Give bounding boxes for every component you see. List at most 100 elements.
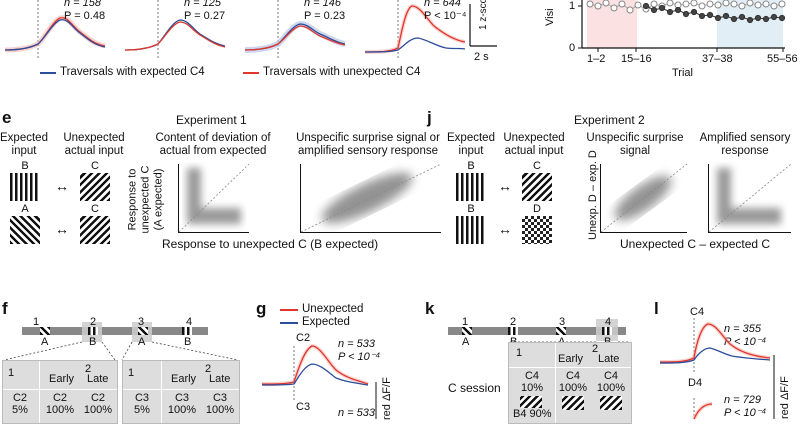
grating-a [10, 216, 40, 244]
stat-p-3: P = 0.23 [304, 10, 346, 22]
pattern-a [556, 327, 566, 335]
scatter-j2-svg [708, 163, 792, 233]
table-right-c3: C3 100% [205, 392, 235, 416]
pattern-b [88, 327, 98, 335]
stat-n-3: n = 146 [304, 0, 342, 9]
seg-num-3: 3 [138, 316, 145, 328]
trial-xtick-2: 15–16 [621, 53, 652, 65]
scatter-e2-axes [300, 163, 442, 233]
table-right-h2: 2 [205, 363, 212, 375]
legend-g-expected-swatch [280, 322, 298, 324]
panel-j-experiment: Experiment 2 [574, 113, 645, 127]
grating-b [456, 173, 486, 201]
grating-c [522, 173, 552, 201]
k-c4b: C4 100% [558, 370, 588, 394]
trial-ytick-1: 1 [569, 0, 576, 12]
g-trace1-name: C2 [296, 332, 311, 344]
trial-xtick-4: 55–56 [767, 53, 798, 65]
panel-l-label: l [654, 299, 659, 318]
pattern-a [40, 327, 50, 335]
scatter-j2-axes [708, 163, 792, 233]
scatter-j2-title: Amplified sensory response [699, 132, 791, 157]
legend-expected-swatch [40, 72, 56, 74]
scatter-e1-axes [178, 163, 250, 233]
k-seg-num-4: 4 [605, 316, 612, 328]
pattern-c-mini [562, 396, 584, 410]
table-right-early: Early [171, 373, 197, 385]
k-seg-num-3: 3 [559, 316, 566, 328]
stat-p-4: P < 10⁻⁴ [424, 10, 467, 22]
panel-j-xlabel: Unexpected C – expected C [620, 237, 771, 251]
k-early: Early [558, 353, 584, 365]
k-b4: B4 90% [513, 408, 552, 420]
trial-xtick-3: 37–38 [702, 53, 733, 65]
table-left-c3: C2 100% [83, 392, 113, 416]
grating-b [10, 173, 40, 201]
table-left-h1: 1 [8, 367, 15, 379]
l-trace-expected [659, 347, 771, 364]
scatter2-title: Unspecific surprise signal or amplified … [296, 132, 440, 157]
pattern-b [508, 327, 518, 335]
k-c4a: C4 10% [520, 370, 544, 394]
pattern-c-mini [520, 396, 542, 408]
panel-e-row2-actual: C [91, 203, 99, 215]
table-right-h1: 1 [128, 367, 135, 379]
l-trace2-name: D4 [688, 377, 703, 389]
pattern-b [182, 327, 192, 335]
l-trace-unexpected [659, 323, 771, 363]
table-left-early: Early [49, 373, 75, 385]
k-seg-num-2: 2 [510, 316, 517, 328]
trace-panel-1 [4, 0, 106, 58]
stat-n-1: n = 158 [64, 0, 102, 9]
seg-letter-1: A [41, 336, 49, 348]
grating-b [456, 216, 486, 244]
table-right-late: Late [209, 373, 231, 385]
legend-unexpected-swatch [243, 72, 259, 74]
k-late: Late [598, 353, 620, 365]
seg-letter-3: A [138, 336, 146, 348]
trace-panel-3 [244, 0, 346, 58]
panel-j-row2-actual: D [533, 203, 541, 215]
l-trace1-n: n = 355 [724, 323, 762, 335]
pattern-a [462, 327, 472, 335]
arrow-icon: ↔ [55, 221, 69, 237]
stat-n-2: n = 125 [184, 0, 222, 9]
panel-j-row2-expected: B [467, 203, 475, 215]
panel-k-label: k [425, 299, 435, 318]
trial-ytick-0: 0 [569, 42, 576, 54]
corridor-bar-k [448, 327, 626, 335]
series-filled [642, 2, 786, 24]
k-seg-letter-1: A [462, 336, 470, 348]
panel-j-row1-actual: C [533, 160, 541, 172]
seg-letter-2: B [89, 336, 97, 348]
panel-j-row1-expected: B [467, 160, 475, 172]
panel-e-col-unexpected: Unexpected actual input [63, 132, 125, 157]
k-h2: 2 [592, 343, 599, 355]
pattern-b [602, 327, 612, 335]
table-left-c2: C2 100% [45, 392, 75, 416]
arrow-icon: ↔ [55, 178, 69, 194]
seg-num-2: 2 [90, 316, 97, 328]
seg-letter-4: B [184, 336, 192, 348]
scatter-j1-svg [600, 163, 688, 233]
panel-f-label: f [2, 299, 8, 318]
scatter-j1-title: Unspecific surprise signal [586, 132, 684, 157]
legend-expected-label: Traversals with expected C4 [60, 66, 205, 78]
l-ylabel: red ΔF/F [779, 376, 791, 419]
scatter1-title: Content of deviation of actual from expe… [155, 132, 271, 157]
g-trace1-p: P < 10⁻⁴ [338, 351, 381, 363]
g-trace-expected [261, 363, 369, 386]
grating-d [522, 216, 552, 244]
legend-g-unexpected: Unexpected [302, 303, 364, 315]
panel-j-col-unexpected: Unexpected actual input [503, 132, 565, 157]
table-left-h2: 2 [85, 363, 92, 375]
trace-panel-2 [124, 0, 226, 58]
stat-n-4: n = 644 [424, 0, 462, 9]
scatter-j1-axes [600, 163, 688, 233]
panel-e-col-expected: Expected input [0, 132, 48, 157]
k-c4c: C4 100% [596, 370, 626, 394]
